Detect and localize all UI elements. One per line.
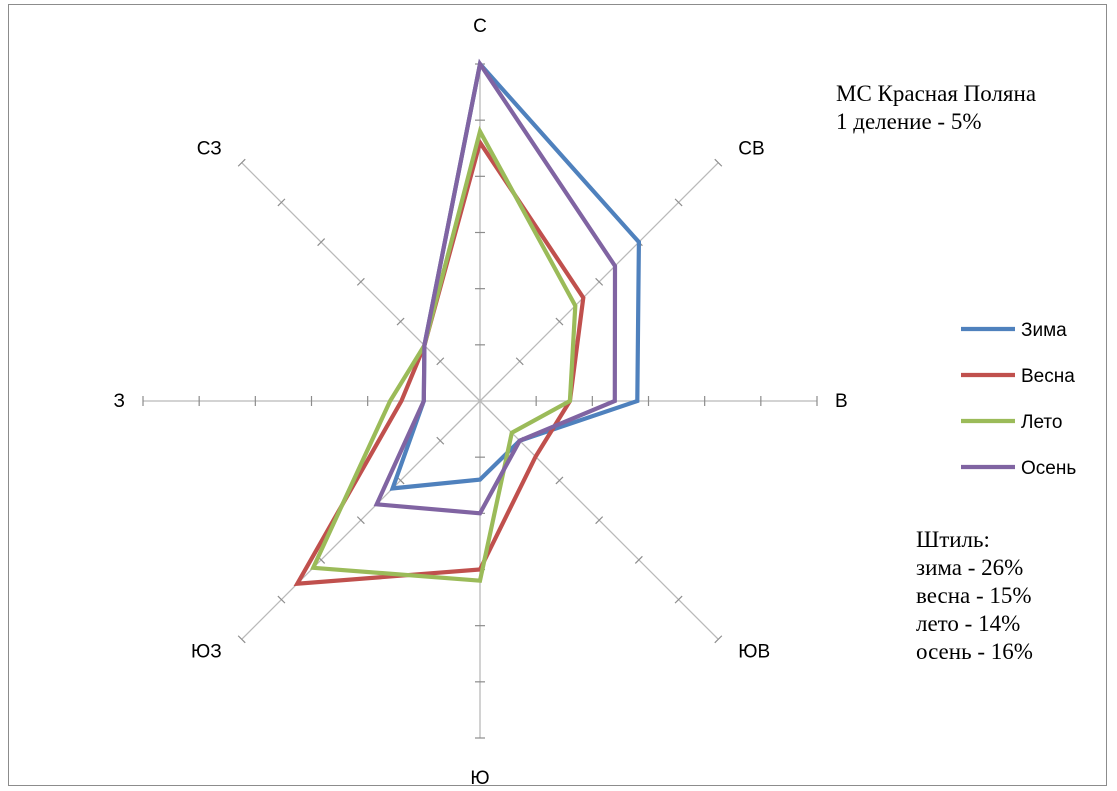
- station-title-block: МС Красная Поляна 1 деление - 5%: [836, 80, 1036, 136]
- axis-tick: [555, 317, 564, 326]
- axis-tick: [356, 277, 365, 286]
- axis-tick: [674, 198, 683, 207]
- legend: Зима Весна Лето Осень: [961, 320, 1076, 479]
- axis-tick: [277, 595, 286, 604]
- axis-tick: [595, 516, 604, 525]
- calm-title: Штиль:: [916, 527, 990, 552]
- calm-block: Штиль: зима - 26% весна - 15% лето - 14%…: [916, 526, 1033, 666]
- axis-tick: [436, 436, 445, 445]
- axis-tick: [714, 158, 723, 167]
- series-line-0: [389, 59, 642, 491]
- station-name: МС Красная Поляна: [836, 81, 1037, 106]
- axis-tick: [555, 476, 564, 485]
- legend-label: Лето: [1021, 412, 1062, 433]
- scale-note: 1 деление - 5%: [836, 109, 982, 134]
- direction-label: В: [835, 391, 848, 412]
- direction-label: СЗ: [197, 139, 222, 160]
- axis-tick: [674, 595, 683, 604]
- axis-tick: [396, 317, 405, 326]
- direction-label: СВ: [738, 139, 764, 160]
- calm-summer: лето - 14%: [916, 611, 1021, 636]
- legend-label: Весна: [1021, 366, 1075, 387]
- calm-winter: зима - 26%: [916, 555, 1024, 580]
- axis-tick: [436, 357, 445, 366]
- direction-label: З: [114, 391, 125, 412]
- axis-tick: [515, 357, 524, 366]
- axis-tick: [317, 238, 326, 247]
- legend-label: Зима: [1021, 320, 1067, 341]
- axis-tick: [277, 198, 286, 207]
- series-line-2: [310, 125, 578, 583]
- direction-labels: С СВ В ЮВ Ю ЮЗ З СЗ: [114, 16, 848, 789]
- axes-layer: [142, 63, 818, 739]
- axis-tick: [714, 635, 723, 644]
- axis-tick: [595, 277, 604, 286]
- direction-label: С: [473, 16, 487, 37]
- axis-tick: [634, 555, 643, 564]
- direction-label: Ю: [470, 768, 489, 789]
- axis-tick: [356, 516, 365, 525]
- axis-tick: [237, 158, 246, 167]
- axis-tick: [237, 635, 246, 644]
- calm-autumn: осень - 16%: [916, 639, 1033, 664]
- chart-frame: [8, 4, 1107, 786]
- direction-label: ЮВ: [738, 641, 770, 662]
- series-line-1: [293, 137, 586, 587]
- series-layer: [293, 58, 642, 587]
- direction-label: ЮЗ: [191, 641, 222, 662]
- legend-label: Осень: [1021, 458, 1076, 479]
- calm-spring: весна - 15%: [916, 583, 1032, 608]
